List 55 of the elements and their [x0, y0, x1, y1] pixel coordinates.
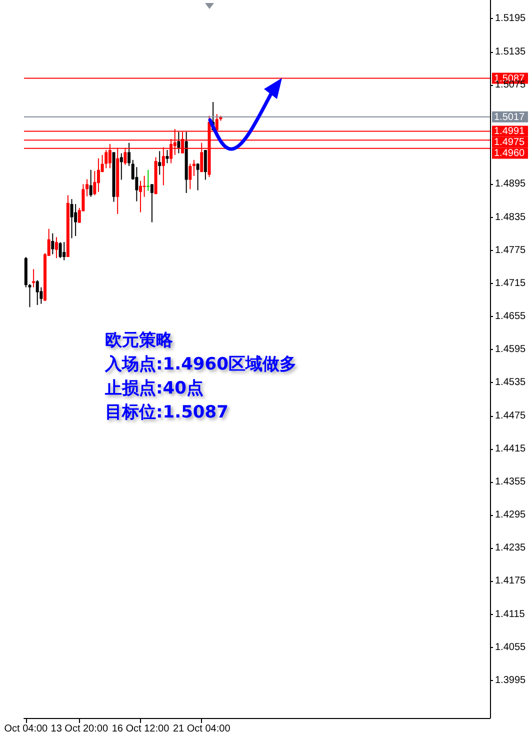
candlestick [74, 204, 78, 237]
y-tick-label: 1.4295 [495, 510, 526, 521]
candlestick [139, 180, 142, 213]
annotation: 止损点:40点 [104, 378, 204, 398]
y-tick-label: 1.3995 [495, 675, 526, 686]
candlestick [128, 142, 131, 166]
y-tick-label: 1.4115 [495, 608, 526, 620]
candlestick [192, 159, 196, 176]
x-tick-label: 21 Oct 04:00 [172, 724, 231, 734]
candlestick [86, 178, 89, 197]
y-tick-label: 1.4535 [495, 377, 526, 388]
y-tick-label: 1.4655 [495, 311, 526, 322]
candlestick [70, 198, 74, 239]
y-tick-label: 1.4175 [495, 576, 526, 587]
ref-line-label: 1.4991 [494, 126, 526, 138]
candlestick [58, 242, 62, 259]
candlestick [188, 163, 192, 190]
x-tick-label: Oct 04:00 [4, 724, 48, 734]
y-tick-label: 1.4775 [495, 244, 526, 256]
candlestick [62, 242, 66, 261]
candlestick [96, 158, 100, 192]
candlestick [51, 232, 54, 255]
candlestick [89, 169, 92, 198]
y-tick-label: 1.4835 [495, 212, 526, 223]
candlestick [196, 162, 200, 191]
y-tick-label: 1.4355 [495, 476, 526, 488]
annotation: 欧元策略 [105, 330, 174, 350]
candlestick [54, 236, 58, 259]
candlestick [93, 170, 96, 196]
y-tick-label: 1.4415 [495, 443, 526, 454]
annotation: 目标位:1.5087 [105, 402, 228, 422]
x-tick-label: 13 Oct 20:00 [50, 724, 108, 734]
candlestick [142, 175, 146, 198]
x-tick-label: 16 Oct 12:00 [112, 724, 170, 734]
y-tick-label: 1.4475 [495, 410, 526, 422]
candlestick [158, 150, 162, 176]
candlestick [150, 184, 154, 223]
ref-line-label: 1.4975 [494, 137, 526, 148]
candlestick [204, 149, 207, 180]
candlestick [36, 280, 39, 306]
annotation: 入场点:1.4960区域做多 [104, 354, 296, 374]
candlestick [177, 131, 180, 154]
y-tick-label: 1.4715 [495, 278, 526, 289]
candlestick [32, 268, 36, 288]
candlestick [120, 152, 123, 180]
y-tick-label: 1.4595 [495, 344, 526, 356]
y-tick-label: 1.5135 [495, 46, 526, 58]
ref-line-label: 1.5017 [494, 112, 526, 123]
candlestick [146, 169, 150, 192]
candlestick [166, 149, 169, 164]
y-tick-label: 1.4055 [495, 642, 526, 653]
ref-line-label: 1.4960 [494, 148, 526, 160]
y-tick-label: 1.4895 [495, 178, 526, 190]
y-tick-label: 1.4235 [495, 542, 526, 554]
y-tick-label: 1.5195 [495, 13, 526, 24]
